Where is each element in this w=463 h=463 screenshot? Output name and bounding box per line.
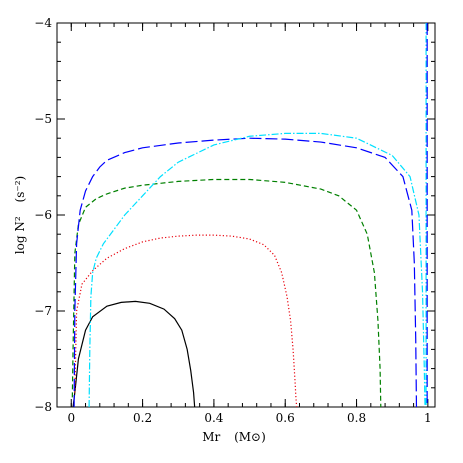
x-tick-label: 0.6 bbox=[276, 411, 295, 425]
y-axis-label-text: log N² bbox=[13, 216, 27, 254]
tick-labels: 0 0.2 0.4 0.6 0.8 1 −8 −7 −6 −5 −4 bbox=[34, 16, 431, 425]
y-tick-label: −4 bbox=[34, 16, 52, 30]
y-axis-label: log N² (s⁻²) bbox=[13, 176, 27, 254]
series-line-5 bbox=[88, 132, 426, 408]
x-tick-label: 0.2 bbox=[133, 411, 152, 425]
series-line-3 bbox=[71, 178, 382, 408]
series-group bbox=[71, 23, 428, 408]
series-line-2 bbox=[74, 234, 298, 408]
series-line-4 bbox=[73, 137, 418, 408]
x-tick-label: 0.4 bbox=[204, 411, 223, 425]
x-tick-label: 0.8 bbox=[347, 411, 366, 425]
x-axis-label-unit: (M⊙) bbox=[234, 430, 266, 444]
x-axis-label-text: Mr bbox=[202, 430, 220, 444]
plot-frame bbox=[56, 22, 436, 408]
y-axis-label-unit: (s⁻²) bbox=[13, 176, 27, 203]
series-line-1 bbox=[72, 300, 196, 408]
y-tick-label: −8 bbox=[34, 400, 52, 414]
y-tick-label: −7 bbox=[34, 304, 52, 318]
x-axis-label: Mr (M⊙) bbox=[202, 430, 266, 444]
y-tick-label: −5 bbox=[34, 112, 52, 126]
ticks bbox=[56, 22, 435, 408]
x-tick-label: 1 bbox=[424, 411, 432, 425]
x-tick-label: 0 bbox=[67, 411, 75, 425]
y-tick-label: −6 bbox=[34, 208, 52, 222]
